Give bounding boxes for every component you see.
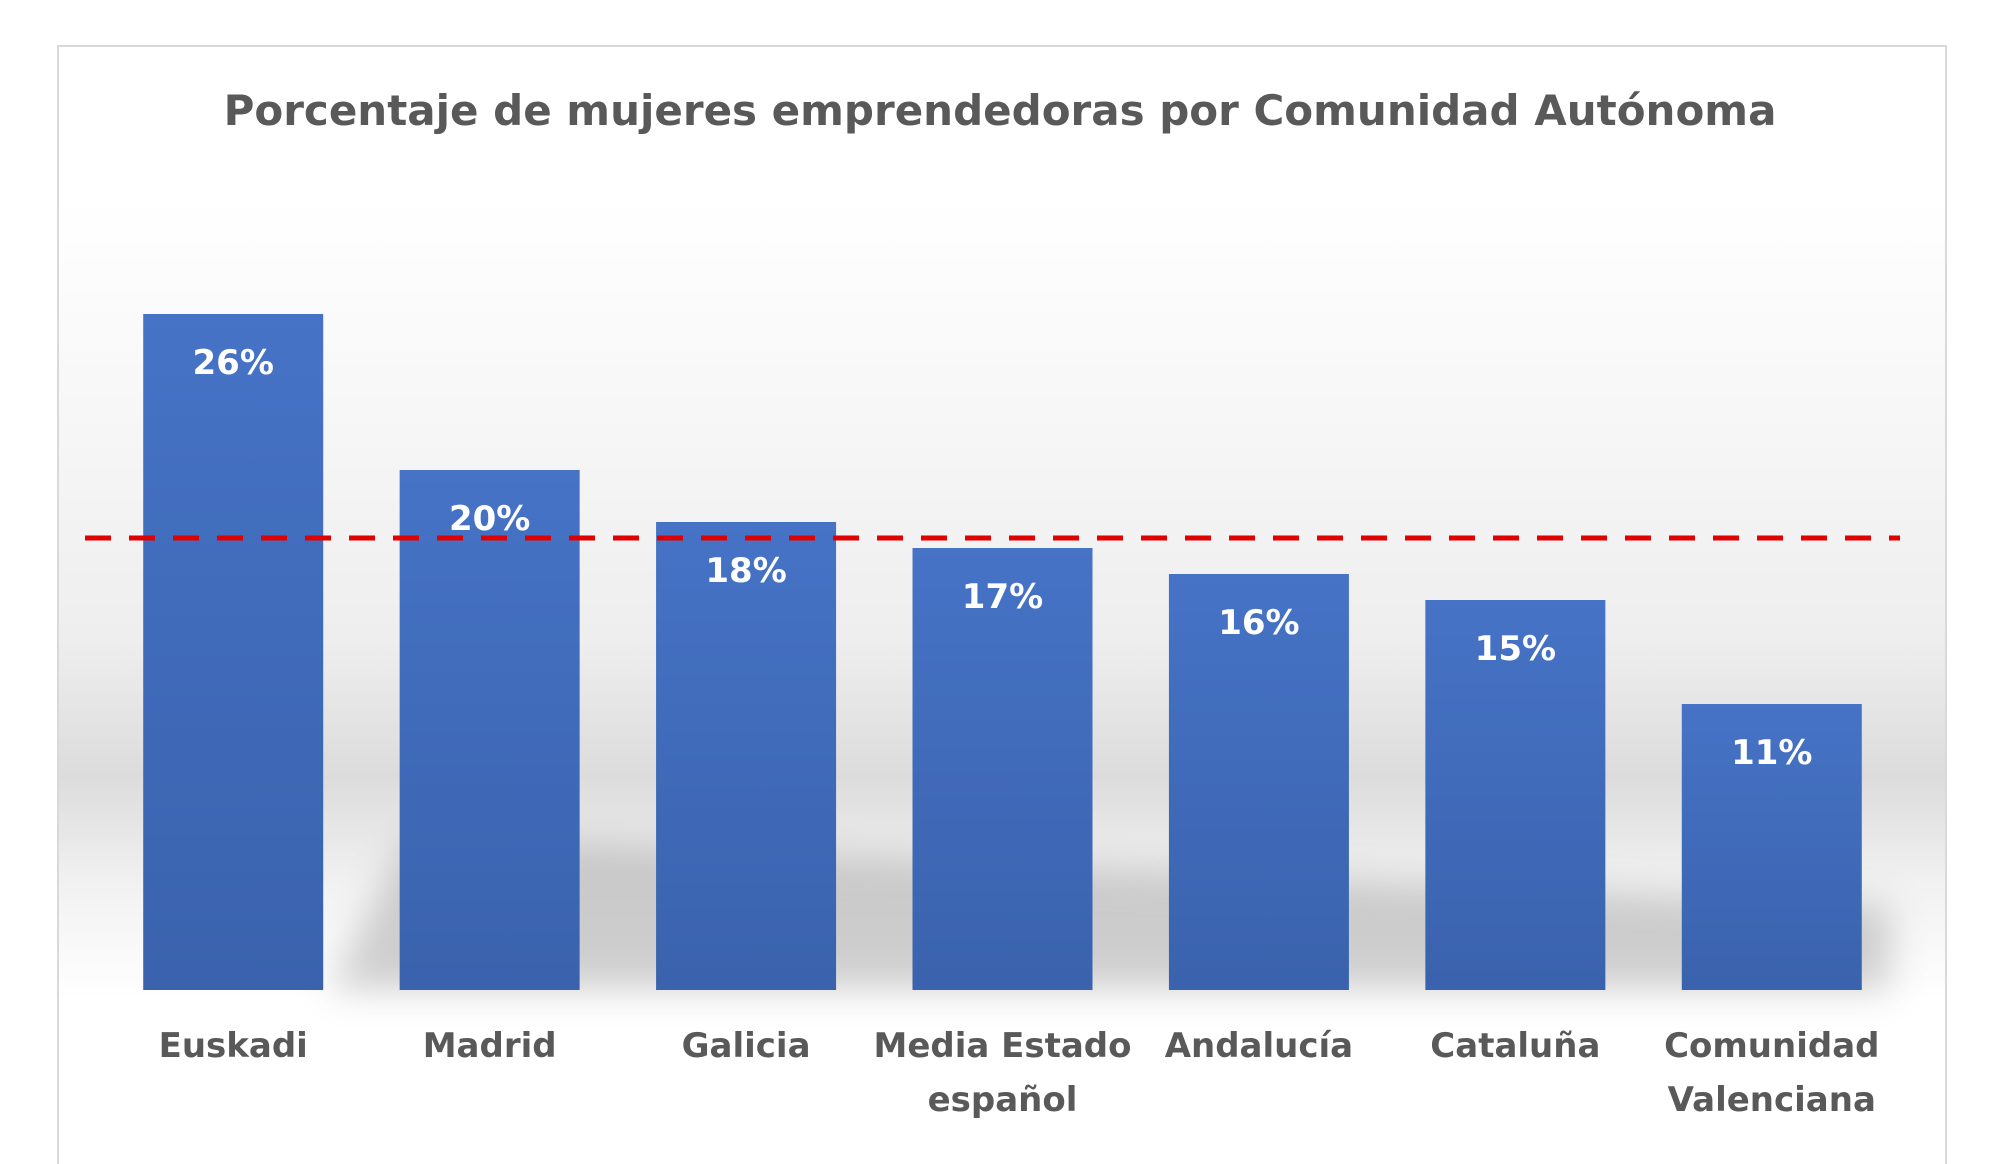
chart-title: Porcentaje de mujeres emprendedoras por … [224,86,1777,135]
bar [1425,600,1606,990]
bar [399,470,580,990]
data-label: 15% [1475,629,1556,669]
category-label: Media Estado español [873,1026,1131,1120]
bar [143,314,324,990]
category-label: Comunidad Valenciana [1664,1026,1879,1120]
data-label: 20% [449,499,530,539]
data-label: 11% [1731,733,1812,773]
category-label: Madrid [423,1026,557,1066]
data-label: 26% [193,343,274,383]
category-label: Cataluña [1430,1026,1600,1066]
bar [1681,704,1862,990]
category-label: Galicia [682,1026,811,1066]
data-label: 17% [962,577,1043,617]
bar [1168,574,1349,990]
category-label: Euskadi [159,1026,308,1066]
bar [656,522,837,990]
bar [912,548,1093,990]
data-label: 18% [705,551,786,591]
category-label: Andalucía [1165,1026,1353,1066]
data-label: 16% [1218,603,1299,643]
